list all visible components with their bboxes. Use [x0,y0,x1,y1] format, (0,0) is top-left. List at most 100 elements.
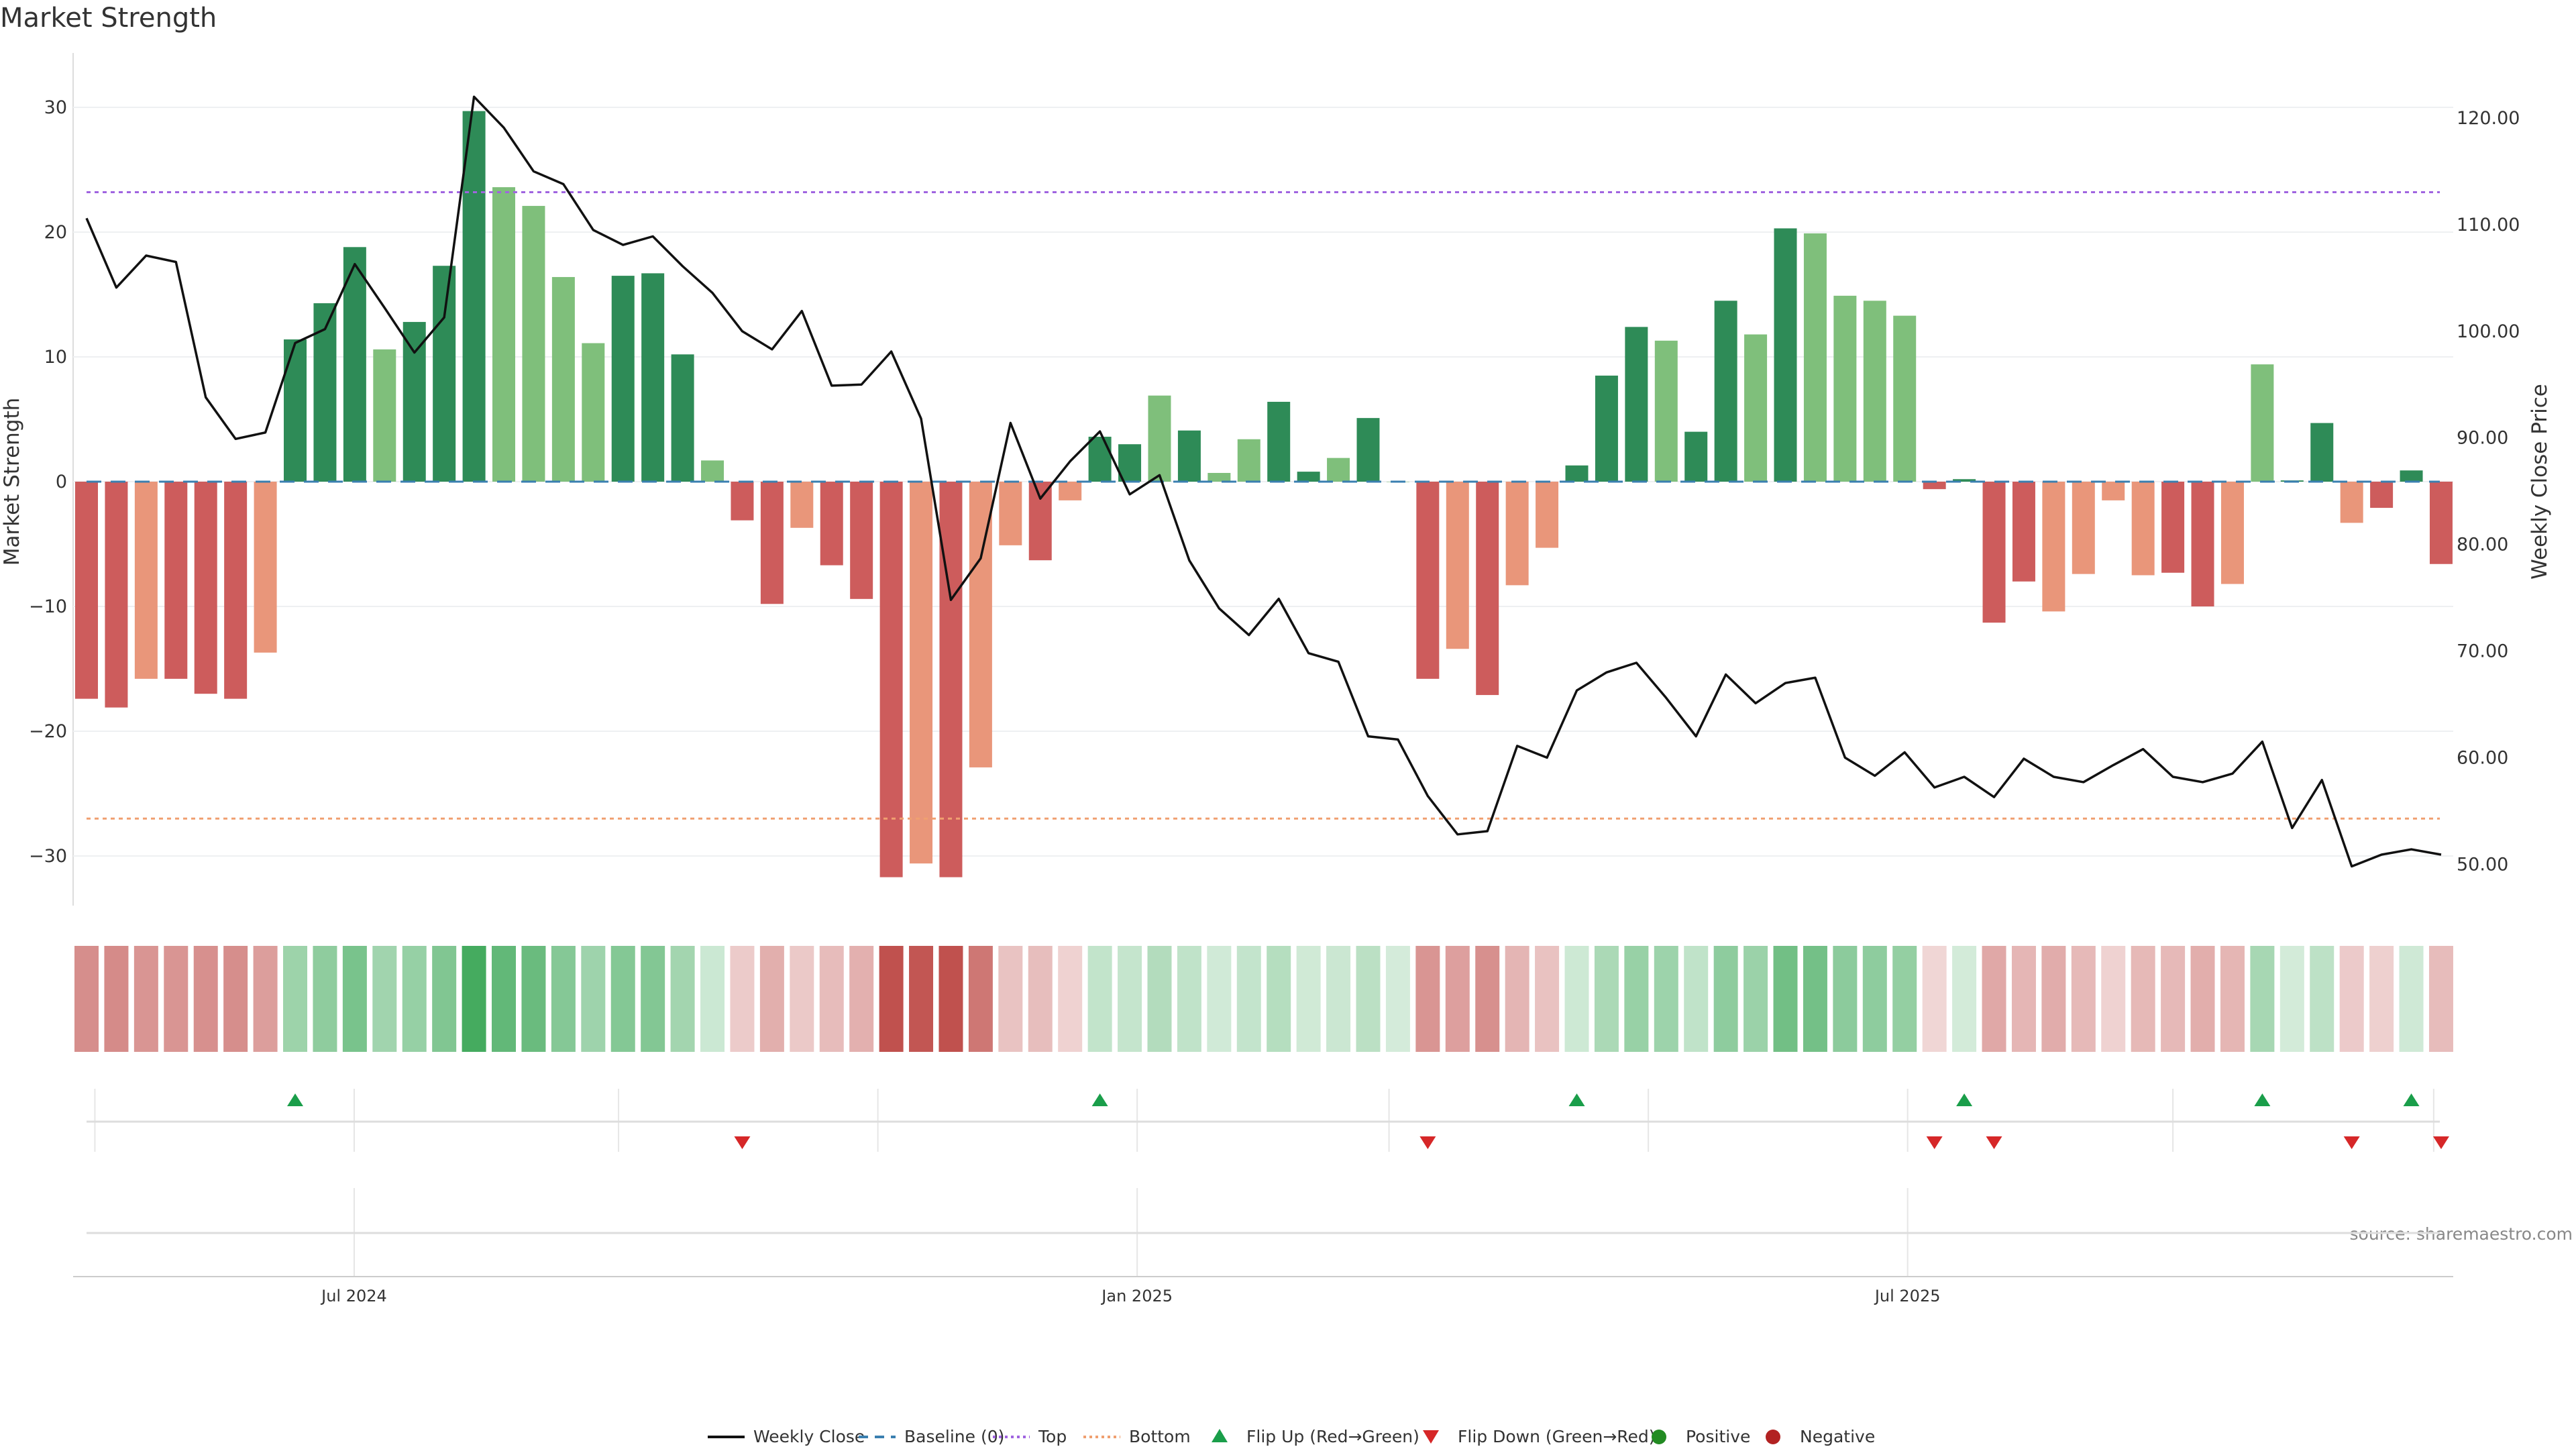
flip-down-marker [2432,1136,2449,1149]
strength-bar [2012,482,2035,582]
heat-cell [1415,946,1440,1052]
flip-down-marker [1986,1136,2002,1149]
strength-bar [492,187,516,482]
heat-cell [581,946,606,1052]
strength-bar [1923,482,1946,490]
heat-cell [1952,946,1977,1052]
heat-cell [2071,946,2096,1052]
heat-cell [1118,946,1142,1052]
legend-label: Flip Up (Red→Green) [1246,1427,1419,1446]
strength-bar [402,321,426,482]
flip-up-marker [287,1093,304,1106]
heat-cell [730,946,755,1052]
y-tick-label: 10 [44,347,67,368]
strength-bar [2042,482,2065,612]
heat-cell [1147,946,1172,1052]
heat-cell [432,946,457,1052]
heat-cell [2220,946,2245,1052]
heat-cell [968,946,993,1052]
heat-cell [1862,946,1887,1052]
strength-bar [1833,295,1857,482]
strength-bar [75,482,98,699]
heat-cell [610,946,635,1052]
legend-label: Flip Down (Green→Red) [1458,1427,1656,1446]
legend-label: Bottom [1129,1427,1191,1446]
legend-item: Positive [1652,1427,1750,1446]
strength-bar [820,482,843,566]
heat-cell [342,946,367,1052]
heat-cell [2190,946,2215,1052]
y2-axis-title: Weekly Close Price [2528,384,2552,580]
heat-cell [2041,946,2066,1052]
strength-bar [1744,334,1768,482]
heat-cell [1833,946,1858,1052]
strength-bar [1416,482,1440,679]
heat-cell [1982,946,2006,1052]
strength-bar [1208,472,1231,482]
legend-item: Weekly Close [708,1427,865,1446]
strength-bar [1536,482,1559,548]
y2-tick-label: 100.00 [2457,321,2520,342]
heat-cell [1922,946,1947,1052]
heat-cell [283,946,308,1052]
flip-up-marker [1956,1093,1973,1106]
legend-item: Top [993,1427,1067,1446]
strength-bar [224,482,248,699]
strength-bar [1684,431,1708,482]
legend-label: Negative [1800,1427,1875,1446]
strength-bar [2131,482,2155,576]
flip-up-marker [2403,1093,2420,1106]
strength-bar [1148,395,1171,482]
heat-cell [1267,946,1291,1052]
heat-cell [74,946,99,1052]
strength-bar [790,482,814,528]
strength-bar [1118,444,1142,482]
y2-tick-label: 80.00 [2457,535,2508,555]
strength-bar [2429,482,2453,564]
strength-bar [522,205,545,482]
heat-cell [849,946,874,1052]
heat-cell [492,946,517,1052]
strength-bar [760,482,784,604]
heat-cell [551,946,576,1052]
x-tick-label: Jul 2025 [1874,1287,1941,1305]
flip-down-marker [1926,1136,1943,1149]
heat-cell [1236,946,1261,1052]
chart-title: Market Strength [0,3,217,34]
y-tick-label: 0 [56,472,67,492]
heat-cell [670,946,695,1052]
strength-bar [164,482,188,679]
strength-bar [1028,482,1052,561]
flip-down-marker [2343,1136,2360,1149]
strength-bar [2102,482,2125,500]
strength-bar [1356,418,1380,482]
strength-bar [2340,482,2363,523]
heat-cell [193,946,218,1052]
heat-cell [1356,946,1381,1052]
strength-bar [2220,482,2244,584]
strength-bar [671,354,694,482]
strength-bar [194,482,217,694]
heat-cell [2131,946,2155,1052]
strength-bar [2400,470,2423,482]
heat-cell [402,946,427,1052]
legend-label: Weekly Close [753,1427,865,1446]
strength-bar [1863,301,1886,482]
legend-item: Bottom [1083,1427,1191,1446]
strength-bar [611,276,635,482]
strength-bar [850,482,873,599]
strength-bar [1446,482,1469,649]
heat-cell [2250,946,2275,1052]
strength-bar [969,482,992,767]
flip-up-marker [1091,1093,1108,1106]
strength-bar [433,266,456,482]
strength-bar [284,339,307,482]
y2-tick-label: 120.00 [2457,108,2520,129]
heat-cell [521,946,546,1052]
heat-cell [1654,946,1678,1052]
y2-tick-label: 110.00 [2457,215,2520,235]
strength-bar [1476,482,1499,696]
strength-bar [582,343,605,482]
strength-bar [701,460,724,482]
strength-bar [1267,401,1291,482]
